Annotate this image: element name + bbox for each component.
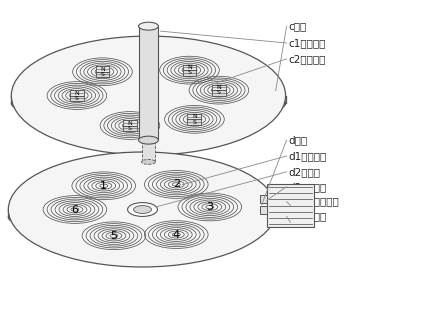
Ellipse shape — [139, 22, 159, 30]
Bar — [70, 90, 84, 95]
Text: d5控制芯片: d5控制芯片 — [288, 211, 327, 221]
Text: S: S — [193, 120, 196, 125]
Text: 4: 4 — [173, 230, 180, 240]
Ellipse shape — [139, 136, 159, 144]
Text: N: N — [217, 85, 222, 90]
Text: d定子: d定子 — [288, 135, 308, 145]
Text: c转子: c转子 — [288, 21, 307, 31]
Text: 3: 3 — [206, 202, 214, 212]
Bar — [260, 206, 267, 214]
Text: d2转轴孔: d2转轴孔 — [288, 167, 321, 177]
Text: 2: 2 — [173, 179, 180, 189]
Bar — [96, 66, 109, 72]
Ellipse shape — [128, 202, 157, 216]
Text: N: N — [187, 65, 192, 70]
Text: c2转子线圈: c2转子线圈 — [288, 54, 326, 64]
Bar — [141, 140, 155, 162]
Text: N: N — [128, 121, 132, 126]
Text: S: S — [187, 70, 191, 75]
Text: S: S — [128, 126, 132, 131]
Text: S: S — [101, 72, 105, 77]
Bar — [212, 85, 226, 90]
Text: 1: 1 — [100, 181, 107, 191]
Bar — [267, 184, 315, 227]
Text: d3驱动单元: d3驱动单元 — [288, 182, 327, 192]
Ellipse shape — [133, 206, 152, 214]
Text: N: N — [74, 91, 79, 96]
Bar — [70, 95, 84, 101]
Bar — [260, 195, 267, 203]
Bar — [123, 126, 137, 131]
Ellipse shape — [8, 152, 276, 267]
Ellipse shape — [8, 200, 276, 235]
Text: 5: 5 — [110, 231, 117, 241]
Ellipse shape — [141, 160, 155, 164]
Text: c1转子转轴: c1转子转轴 — [288, 38, 326, 48]
Bar — [187, 119, 202, 125]
Ellipse shape — [12, 84, 286, 122]
Bar — [212, 90, 226, 95]
Bar — [183, 65, 196, 70]
Text: d1定子线圈: d1定子线圈 — [288, 151, 327, 161]
Text: N: N — [192, 114, 197, 119]
Bar — [183, 70, 196, 76]
Text: 6: 6 — [71, 205, 78, 215]
Text: N: N — [100, 67, 105, 72]
Bar — [123, 120, 137, 126]
Text: d4信号采集单元: d4信号采集单元 — [288, 197, 339, 206]
Bar — [139, 26, 159, 140]
Ellipse shape — [12, 36, 286, 155]
Text: S: S — [217, 91, 221, 95]
Text: S: S — [75, 96, 79, 101]
Bar — [96, 72, 109, 77]
Bar — [187, 114, 202, 119]
